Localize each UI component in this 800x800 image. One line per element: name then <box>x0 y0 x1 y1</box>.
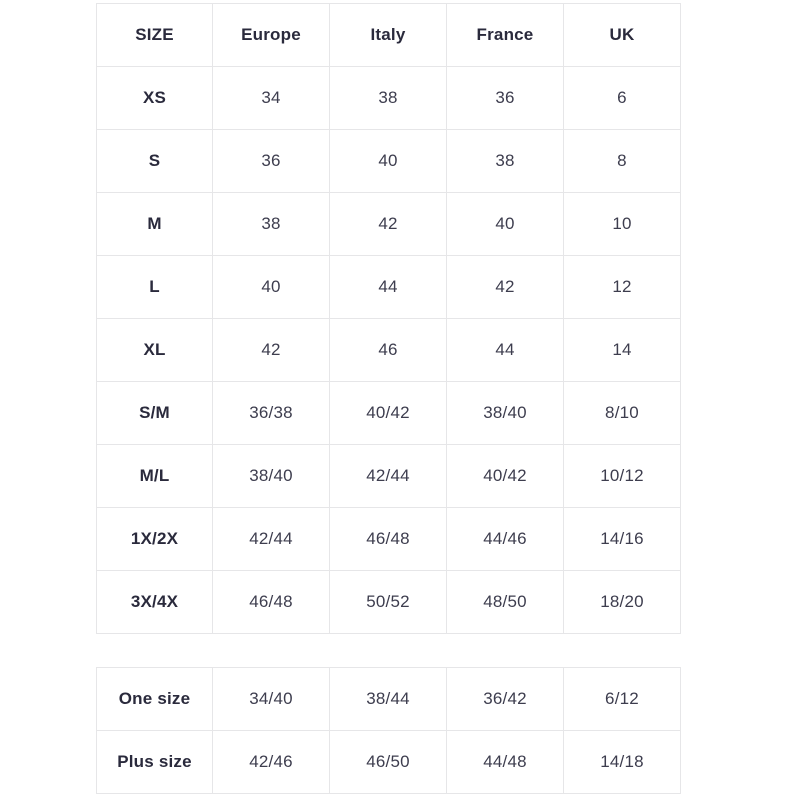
cell-europe: 34 <box>212 66 330 130</box>
cell-italy: 38 <box>329 66 447 130</box>
row-label: One size <box>96 667 213 731</box>
cell-france: 42 <box>446 255 564 319</box>
row-label: 1X/2X <box>96 507 213 571</box>
cell-europe: 42/46 <box>212 730 330 794</box>
table-row: 1X/2X 42/44 46/48 44/46 14/16 <box>96 507 681 571</box>
cell-uk: 12 <box>563 255 681 319</box>
cell-uk: 10/12 <box>563 444 681 508</box>
cell-italy: 46/48 <box>329 507 447 571</box>
row-label: M/L <box>96 444 213 508</box>
cell-uk: 18/20 <box>563 570 681 634</box>
cell-france: 38/40 <box>446 381 564 445</box>
cell-uk: 10 <box>563 192 681 256</box>
cell-uk: 8 <box>563 129 681 193</box>
table-row: S 36 40 38 8 <box>96 129 681 193</box>
table-row: 3X/4X 46/48 50/52 48/50 18/20 <box>96 570 681 634</box>
cell-uk: 14/18 <box>563 730 681 794</box>
cell-europe: 42 <box>212 318 330 382</box>
cell-europe: 34/40 <box>212 667 330 731</box>
row-label: Plus size <box>96 730 213 794</box>
cell-uk: 8/10 <box>563 381 681 445</box>
column-header-italy: Italy <box>329 3 447 67</box>
cell-europe: 40 <box>212 255 330 319</box>
table-header: SIZE Europe Italy France UK <box>96 3 681 67</box>
row-label: XL <box>96 318 213 382</box>
cell-france: 36/42 <box>446 667 564 731</box>
cell-france: 36 <box>446 66 564 130</box>
header-row: SIZE Europe Italy France UK <box>96 3 681 67</box>
cell-italy: 44 <box>329 255 447 319</box>
row-label: M <box>96 192 213 256</box>
table-row: One size 34/40 38/44 36/42 6/12 <box>96 667 681 731</box>
table-row: S/M 36/38 40/42 38/40 8/10 <box>96 381 681 445</box>
table-row: XS 34 38 36 6 <box>96 66 681 130</box>
cell-france: 48/50 <box>446 570 564 634</box>
table-row: M/L 38/40 42/44 40/42 10/12 <box>96 444 681 508</box>
cell-uk: 14 <box>563 318 681 382</box>
cell-italy: 46 <box>329 318 447 382</box>
cell-france: 44 <box>446 318 564 382</box>
cell-uk: 14/16 <box>563 507 681 571</box>
row-label: 3X/4X <box>96 570 213 634</box>
cell-italy: 42 <box>329 192 447 256</box>
cell-europe: 38/40 <box>212 444 330 508</box>
cell-europe: 38 <box>212 192 330 256</box>
cell-france: 44/46 <box>446 507 564 571</box>
cell-france: 44/48 <box>446 730 564 794</box>
cell-uk: 6/12 <box>563 667 681 731</box>
table-row: XL 42 46 44 14 <box>96 318 681 382</box>
row-label: S/M <box>96 381 213 445</box>
cell-europe: 42/44 <box>212 507 330 571</box>
column-header-size: SIZE <box>96 3 213 67</box>
table-row: Plus size 42/46 46/50 44/48 14/18 <box>96 730 681 794</box>
cell-italy: 42/44 <box>329 444 447 508</box>
row-label: XS <box>96 66 213 130</box>
cell-italy: 40/42 <box>329 381 447 445</box>
column-header-france: France <box>446 3 564 67</box>
cell-italy: 50/52 <box>329 570 447 634</box>
cell-europe: 36 <box>212 129 330 193</box>
one-size-plus-size-table: One size 34/40 38/44 36/42 6/12 Plus siz… <box>96 667 681 794</box>
table-body: XS 34 38 36 6 S 36 40 38 8 M 38 42 40 10 <box>96 66 681 634</box>
table-row: L 40 44 42 12 <box>96 255 681 319</box>
column-header-uk: UK <box>563 3 681 67</box>
row-label: S <box>96 129 213 193</box>
cell-europe: 36/38 <box>212 381 330 445</box>
table-body: One size 34/40 38/44 36/42 6/12 Plus siz… <box>96 667 681 794</box>
cell-italy: 38/44 <box>329 667 447 731</box>
standard-size-table: SIZE Europe Italy France UK XS 34 38 36 … <box>96 3 681 634</box>
cell-uk: 6 <box>563 66 681 130</box>
cell-italy: 40 <box>329 129 447 193</box>
cell-italy: 46/50 <box>329 730 447 794</box>
cell-europe: 46/48 <box>212 570 330 634</box>
cell-france: 40 <box>446 192 564 256</box>
column-header-europe: Europe <box>212 3 330 67</box>
row-label: L <box>96 255 213 319</box>
cell-france: 38 <box>446 129 564 193</box>
table-row: M 38 42 40 10 <box>96 192 681 256</box>
cell-france: 40/42 <box>446 444 564 508</box>
